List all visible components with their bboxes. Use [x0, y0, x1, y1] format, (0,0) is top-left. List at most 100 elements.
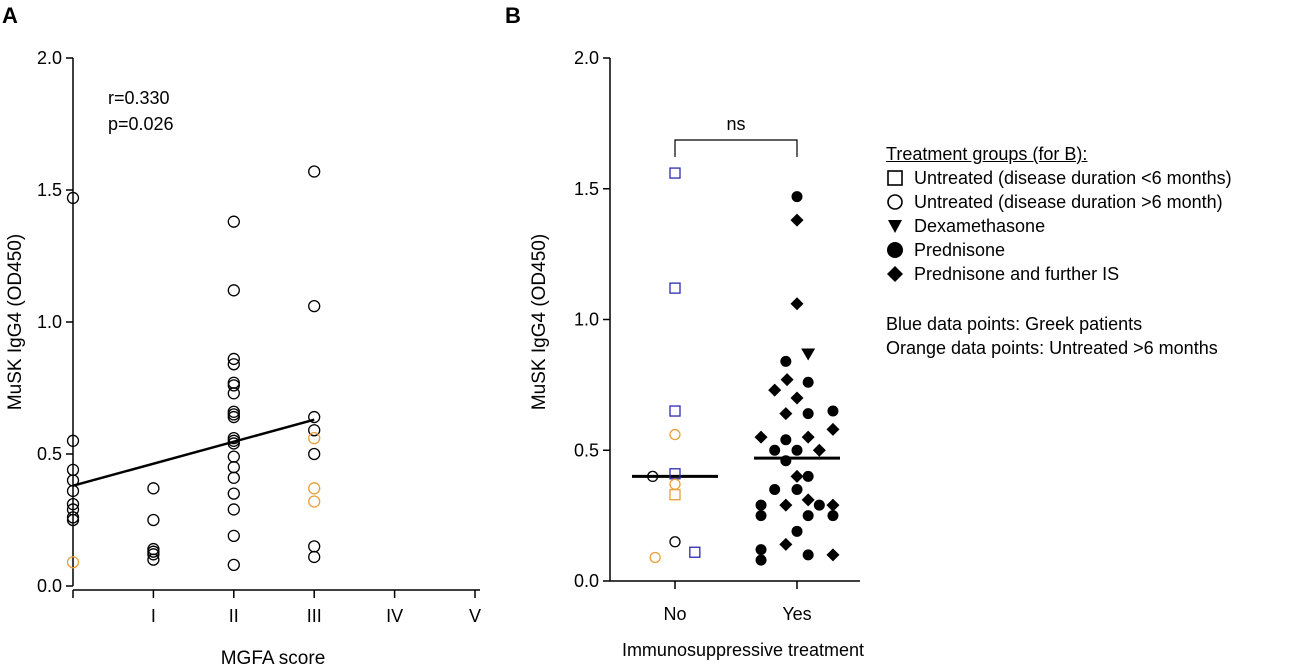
- chart-b-x-tick-label: Yes: [782, 604, 811, 624]
- chart-b-point: [669, 428, 681, 441]
- chart-b-point: [790, 391, 804, 405]
- chart-a-x-tick-label: II: [229, 606, 239, 626]
- panel-label-a: A: [2, 3, 18, 28]
- chart-a-x-tick-label: I: [151, 606, 156, 626]
- chart-a-point: [308, 495, 321, 508]
- chart-a-point: [227, 529, 240, 542]
- panel-label-b: B: [505, 3, 521, 28]
- chart-a-p-annotation: p=0.026: [108, 114, 174, 134]
- chart-a-point: [227, 358, 240, 371]
- legend-item: Prednisone and further IS: [886, 262, 1232, 286]
- chart-a-point: [227, 387, 240, 400]
- legend-item-label: Dexamethasone: [914, 216, 1046, 236]
- chart-a-point: [227, 352, 240, 366]
- chart-a-point: [66, 556, 80, 569]
- chart-b-significance: ns: [726, 114, 745, 134]
- chart-b-point: [813, 499, 825, 511]
- square-open-icon: [887, 170, 903, 186]
- legend-item-label: Untreated (disease duration <6 months): [914, 168, 1232, 188]
- chart-b-point: [647, 470, 659, 483]
- chart-a-point: [227, 284, 240, 297]
- chart-b-y-tick-label: 0.5: [574, 440, 599, 460]
- chart-b-point: [827, 510, 839, 522]
- chart-a-point: [308, 540, 321, 553]
- chart-b-point: [790, 213, 804, 227]
- chart-b-y-tick-label: 0.0: [574, 571, 599, 591]
- legend-item-label: Untreated (disease duration >6 month): [914, 192, 1223, 212]
- chart-b-point: [791, 191, 803, 203]
- chart-a-x-tick-label: IV: [386, 606, 403, 626]
- chart-a: 0.00.51.01.52.0I II III IV V r=0.330 p=0.026…: [5, 48, 481, 667]
- chart-b-point: [779, 407, 793, 421]
- chart-a-point: [66, 434, 80, 447]
- chart-a-point: [308, 410, 321, 424]
- chart-a-point: [227, 450, 240, 463]
- chart-b-point: [669, 167, 681, 179]
- chart-b-point: [790, 297, 804, 311]
- chart-b-point: [802, 408, 814, 420]
- circle-open-icon: [887, 194, 903, 210]
- chart-a-axes: 0.00.51.01.52.0I II III IV V: [37, 48, 481, 626]
- chart-a-point: [308, 424, 321, 437]
- chart-b-point: [802, 510, 814, 522]
- chart-a-point: [227, 437, 240, 450]
- chart-a-point: [308, 165, 321, 178]
- diamond-filled-icon: [887, 266, 903, 282]
- chart-a-r-annotation: r=0.330: [108, 88, 170, 108]
- legend-item: Prednisone: [886, 238, 1232, 262]
- legend: Treatment groups (for B): Untreated (dis…: [886, 142, 1232, 360]
- chart-b-point: [826, 548, 840, 562]
- chart-b-point: [791, 444, 803, 456]
- chart-b-point: [669, 405, 681, 417]
- chart-a-point: [227, 558, 240, 572]
- chart-a-point: [308, 482, 321, 495]
- chart-b-point: [779, 537, 793, 551]
- chart-b-point: [780, 373, 794, 387]
- chart-a-y-tick-label: 0.0: [37, 576, 62, 596]
- chart-a-point: [227, 487, 240, 500]
- legend-note: Blue data points: Greek patients: [886, 312, 1232, 336]
- chart-a-point: [147, 482, 160, 495]
- chart-b-points: [632, 167, 840, 566]
- chart-b-point: [769, 483, 781, 495]
- chart-a-point: [66, 513, 80, 527]
- chart-a-x-tick-label: V: [469, 606, 481, 626]
- legend-item: Untreated (disease duration >6 month): [886, 190, 1232, 214]
- chart-b-point: [669, 282, 681, 294]
- chart-b-point: [812, 443, 826, 457]
- chart-b-point: [791, 525, 803, 537]
- chart-b-point: [826, 422, 840, 436]
- chart-a-point: [66, 484, 80, 498]
- chart-a-x-label: MGFA score: [221, 648, 326, 667]
- chart-b-point: [755, 510, 767, 522]
- triangle-filled-icon: [888, 220, 902, 233]
- chart-a-point: [308, 447, 321, 461]
- chart-a-point: [227, 461, 240, 474]
- chart-b-point: [801, 348, 816, 361]
- chart-b-point: [755, 554, 767, 566]
- chart-b-point: [802, 470, 814, 482]
- chart-b-y-tick-label: 2.0: [574, 48, 599, 68]
- chart-a-x-tick-label: III: [307, 606, 322, 626]
- chart-b-point: [790, 469, 804, 483]
- chart-b-axes: 0.0 0.5 1.0 1.5 2.0 No Yes: [574, 48, 860, 624]
- legend-item: Dexamethasone: [886, 214, 1232, 238]
- chart-a-regression-line: [72, 418, 315, 487]
- chart-a-point: [308, 300, 321, 313]
- chart-b-point: [780, 434, 792, 446]
- circle-filled-icon: [887, 242, 903, 258]
- chart-a-point: [147, 513, 160, 527]
- chart-b-x-label: Immunosuppressive treatment: [622, 640, 864, 660]
- chart-b-point: [669, 478, 681, 490]
- chart-a-y-tick-label: 2.0: [37, 48, 62, 68]
- chart-b-point: [768, 383, 782, 397]
- chart-b-point: [801, 430, 815, 444]
- legend-title-row: Treatment groups (for B):: [886, 142, 1232, 166]
- chart-b-point: [689, 546, 701, 558]
- chart-b-significance-bracket: [674, 139, 798, 157]
- chart-b-point: [802, 376, 814, 388]
- chart-a-points: [66, 165, 321, 572]
- chart-b-point: [791, 483, 803, 495]
- chart-b-point: [669, 536, 681, 548]
